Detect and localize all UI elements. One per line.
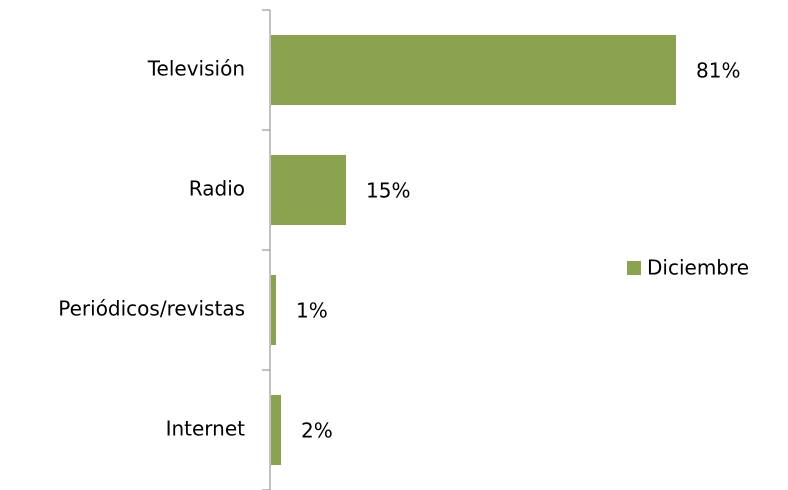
legend-label: Diciembre [647,256,749,280]
value-label: 2% [301,419,333,443]
y-tick-label: Radio [189,177,245,201]
bar [271,35,676,105]
value-label: 15% [366,179,410,203]
y-tick-label: Televisión [147,57,245,81]
legend-swatch [627,261,641,275]
y-tick-label: Internet [166,417,246,441]
bar [271,155,346,225]
y-tick-label: Periódicos/revistas [58,297,245,321]
bar [271,395,281,465]
value-label: 81% [696,59,740,83]
value-label: 1% [296,299,328,323]
bar [271,275,276,345]
